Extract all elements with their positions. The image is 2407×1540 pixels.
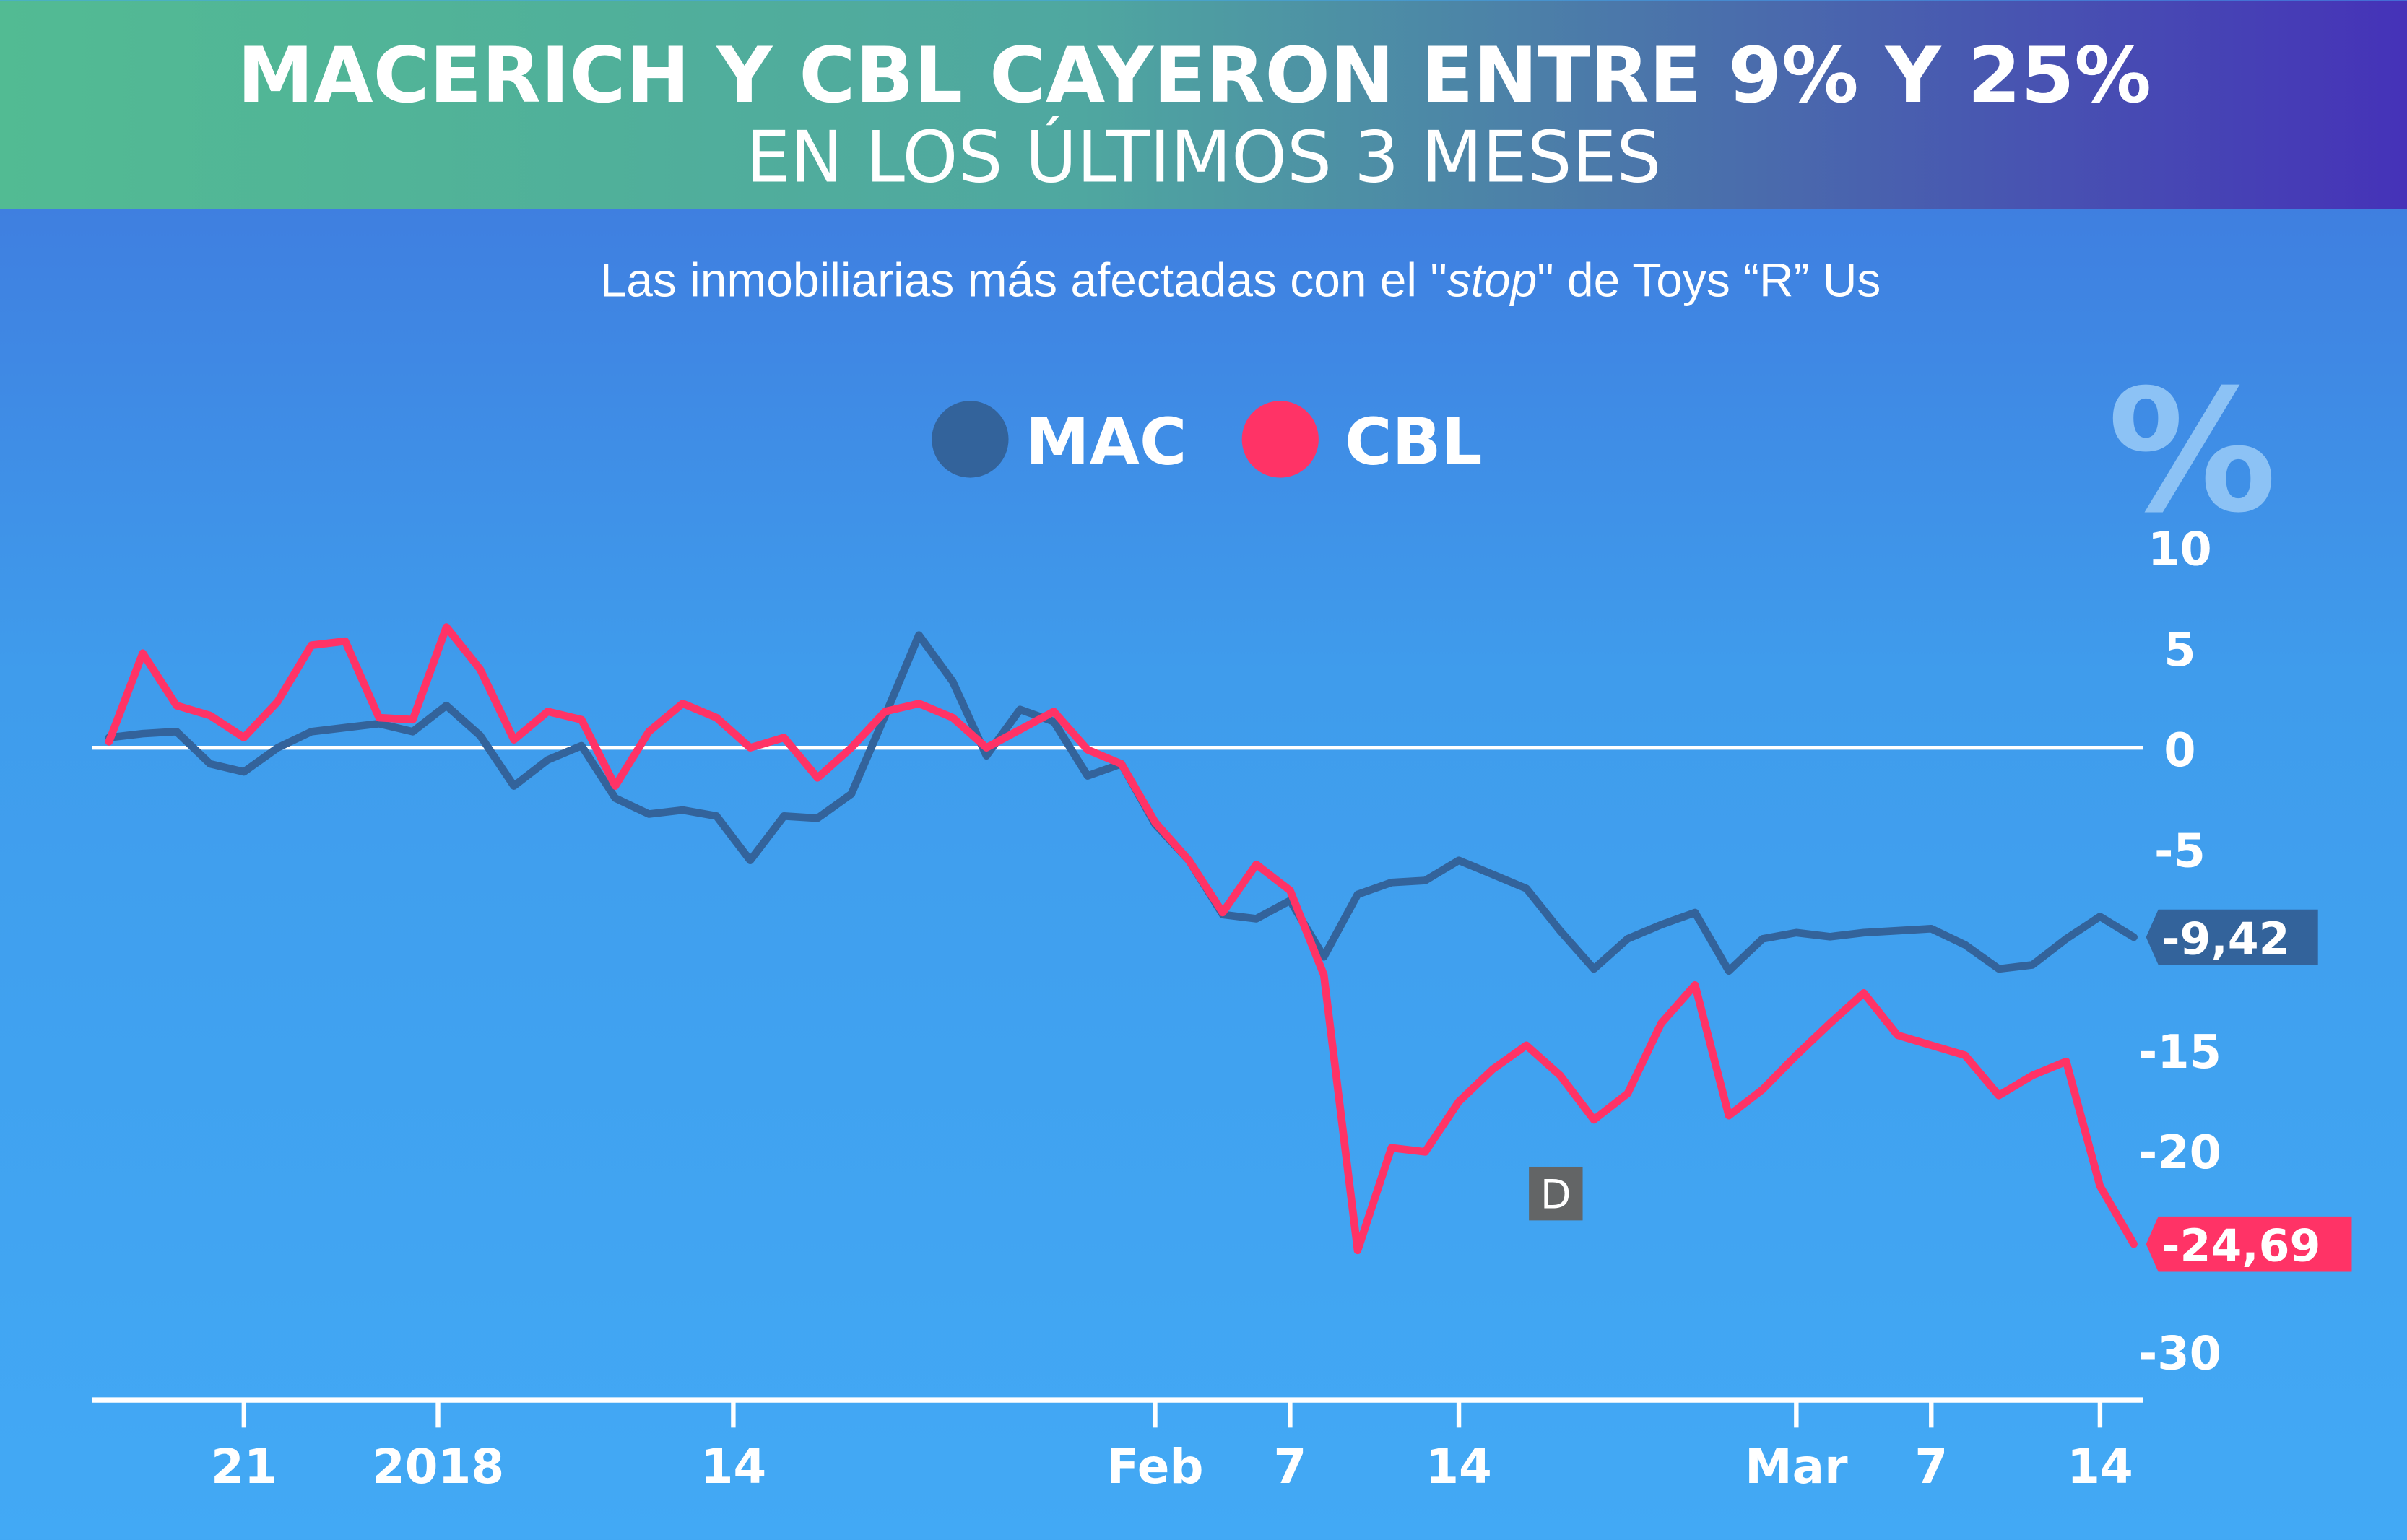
y-tick-label: -20 <box>2138 1126 2221 1180</box>
end-label-cbl: -24,69 <box>2161 1220 2321 1272</box>
x-tick-label: 14 <box>1426 1439 1492 1495</box>
watermark-letter: D <box>1540 1172 1571 1218</box>
y-tick-label: -15 <box>2138 1026 2221 1079</box>
header-banner <box>0 0 2407 209</box>
x-tick-label: 14 <box>701 1439 767 1495</box>
watermark-badge <box>1529 1166 1583 1221</box>
y-axis: 10 5 0 -5 -15 -20 -30 <box>2138 523 2221 1381</box>
y-tick-label: -5 <box>2154 825 2206 878</box>
series-lines <box>105 623 2138 1255</box>
subtitle-italic: stop <box>1447 253 1538 307</box>
x-tick-label: 2018 <box>372 1439 504 1495</box>
x-tick-label: 7 <box>1273 1439 1306 1495</box>
subtitle: Las inmobiliarias más afectadas con el "… <box>600 253 1881 307</box>
y-tick-label: -30 <box>2138 1328 2221 1381</box>
subtitle-post: " de Toys “R” Us <box>1537 253 1881 307</box>
unit-watermark: % <box>2107 354 2276 550</box>
end-label-badge-mac <box>2146 909 2318 965</box>
subtitle-pre: Las inmobiliarias más afectadas con el " <box>600 253 1447 307</box>
end-label-badge-cbl <box>2146 1216 2352 1272</box>
title-line2: EN LOS ÚLTIMOS 3 MESES <box>746 115 1662 199</box>
x-tick-label: 21 <box>211 1439 277 1495</box>
legend-mac-label: MAC <box>1025 404 1187 479</box>
y-tick-label: 5 <box>2164 624 2195 677</box>
background <box>0 209 2407 1540</box>
legend-mac-marker <box>932 401 1009 478</box>
legend-cbl-label: CBL <box>1345 404 1482 479</box>
x-tick-label: 7 <box>1914 1439 1948 1495</box>
end-label-mac: -9,42 <box>2161 913 2290 965</box>
y-tick-label: 0 <box>2164 724 2195 778</box>
legend: MAC CBL <box>932 401 1482 479</box>
x-tick-label: 14 <box>2067 1439 2133 1495</box>
x-tick-label: Mar <box>1745 1439 1848 1495</box>
end-labels: -9,42 -24,69 <box>2146 909 2352 1272</box>
series-line-cbl <box>105 623 2138 1255</box>
title: MACERICH Y CBL CAYERON ENTRE 9% Y 25% <box>238 31 2151 121</box>
y-tick-label: 10 <box>2148 523 2212 577</box>
x-axis: 21 2018 14 Feb 7 14 Mar 7 14 <box>211 1400 2133 1495</box>
x-tick-label: Feb <box>1106 1439 1203 1495</box>
legend-cbl-marker <box>1241 401 1319 478</box>
